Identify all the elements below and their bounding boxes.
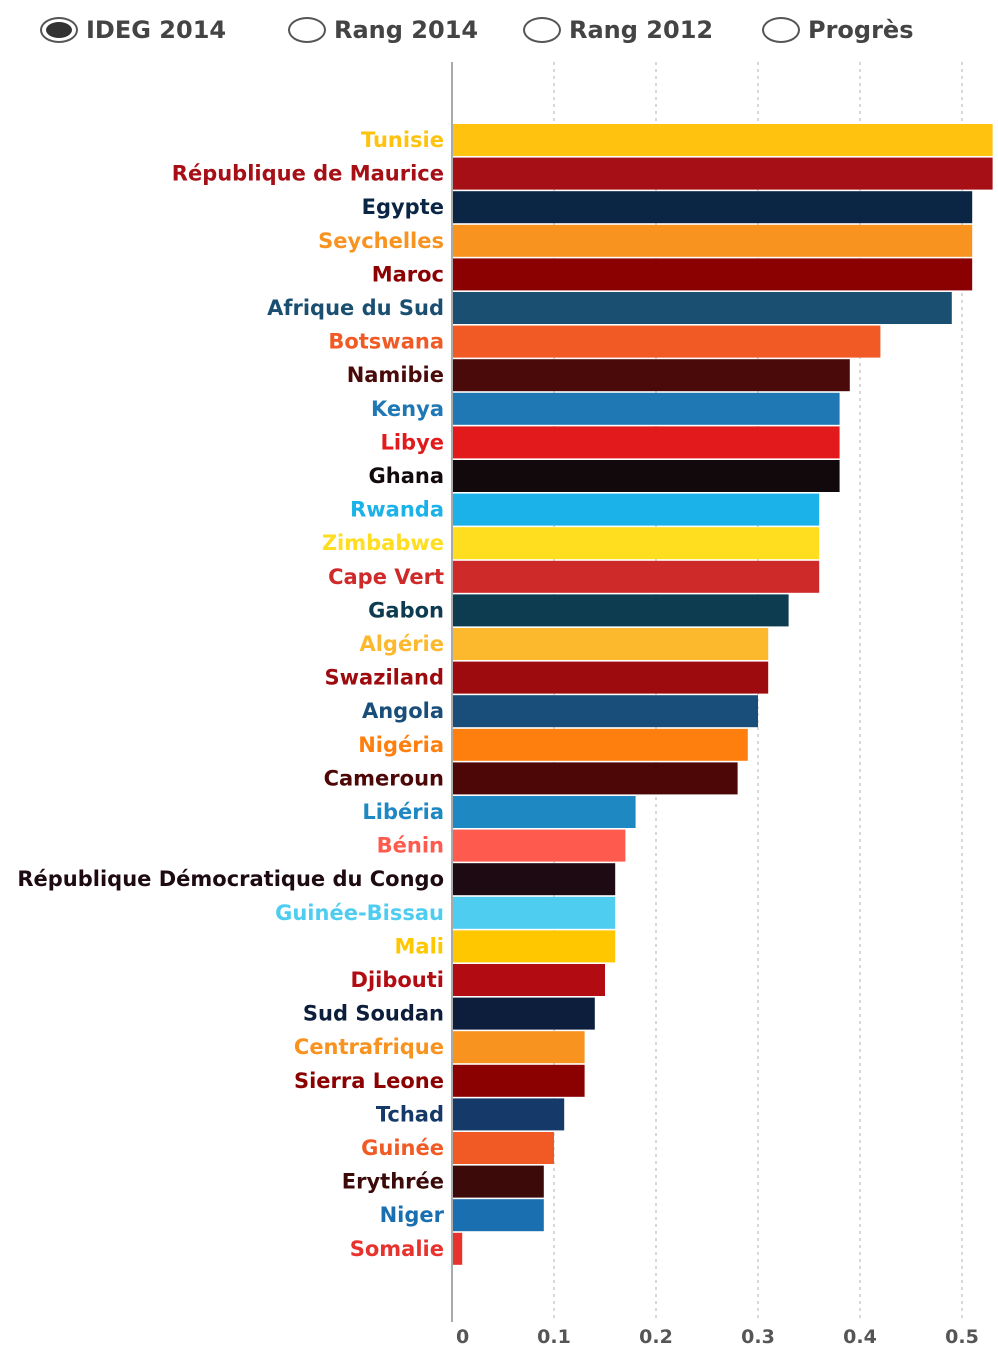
category-label: Cameroun <box>324 766 444 790</box>
category-label: Sierra Leone <box>294 1069 444 1093</box>
category-label: Centrafrique <box>294 1035 444 1059</box>
radio-label-rang-2014: Rang 2014 <box>334 16 479 44</box>
x-axis: 0 0.1 0.2 0.3 0.4 0.5 <box>451 62 979 1348</box>
category-labels: Tunisie République de Maurice Egypte Seyche… <box>17 128 444 1261</box>
bar[interactable] <box>452 258 973 291</box>
radio-rang-2014[interactable]: Rang 2014 <box>288 12 478 48</box>
category-label: Botswana <box>328 330 444 354</box>
category-label: Tunisie <box>361 128 444 152</box>
radio-rang-2012[interactable]: Rang 2012 <box>523 12 713 48</box>
category-label: Libye <box>380 430 444 454</box>
category-label: Nigéria <box>358 733 444 757</box>
bar[interactable] <box>452 224 973 257</box>
bar[interactable] <box>452 460 840 492</box>
category-label: Tchad <box>376 1102 444 1126</box>
x-tick-label: 0.2 <box>639 1326 673 1348</box>
category-label: Zimbabwe <box>322 531 444 555</box>
bar[interactable] <box>452 762 738 795</box>
category-label: Bénin <box>377 834 444 858</box>
bar[interactable] <box>452 863 616 896</box>
bars <box>452 124 993 1265</box>
category-label: Egypte <box>362 195 444 219</box>
category-label: Libéria <box>362 800 444 824</box>
x-tick-label: 0 <box>456 1326 469 1348</box>
radio-unselected-icon[interactable] <box>523 17 561 43</box>
category-label: République de Maurice <box>172 162 444 186</box>
x-tick-label: 0.4 <box>843 1326 877 1348</box>
x-tick-label: 0.3 <box>741 1326 775 1348</box>
category-label: Maroc <box>372 262 444 286</box>
category-label: Somalie <box>350 1237 444 1261</box>
category-label: Sud Soudan <box>303 1002 444 1026</box>
bar[interactable] <box>452 392 840 425</box>
radio-label-progres: Progrès <box>808 16 914 44</box>
radio-dot-icon <box>46 22 72 38</box>
category-label: Ghana <box>369 464 444 488</box>
category-label: Afrique du Sud <box>267 296 444 320</box>
bar[interactable] <box>452 1031 585 1064</box>
radio-selected-icon[interactable] <box>40 17 78 43</box>
category-label: Guinée <box>361 1136 444 1160</box>
bar[interactable] <box>452 695 758 728</box>
x-tick-label: 0.1 <box>537 1326 571 1348</box>
category-label: Seychelles <box>318 229 444 253</box>
bar[interactable] <box>452 191 973 224</box>
category-label: Kenya <box>371 397 444 421</box>
category-label: Djibouti <box>351 968 444 992</box>
category-label: Rwanda <box>350 498 444 522</box>
bar[interactable] <box>452 124 993 156</box>
bar[interactable] <box>452 594 789 627</box>
bar[interactable] <box>452 1098 565 1131</box>
bar[interactable] <box>452 964 605 996</box>
category-label: Angola <box>362 699 444 723</box>
bar[interactable] <box>452 493 820 526</box>
x-tick-label: 0.5 <box>945 1326 979 1348</box>
bar[interactable] <box>452 292 952 324</box>
category-label: Gabon <box>368 598 444 622</box>
bar[interactable] <box>452 728 748 761</box>
bar[interactable] <box>452 157 993 190</box>
radio-progres[interactable]: Progrès <box>762 12 914 48</box>
bar[interactable] <box>452 1132 554 1164</box>
bar[interactable] <box>452 426 840 459</box>
radio-label-rang-2012: Rang 2012 <box>569 16 714 44</box>
category-label: Namibie <box>347 363 444 387</box>
bar[interactable] <box>452 796 636 828</box>
category-label: Niger <box>380 1203 445 1227</box>
radio-unselected-icon[interactable] <box>288 17 326 43</box>
bar[interactable] <box>452 930 616 963</box>
bar[interactable] <box>452 661 769 694</box>
category-label: Swaziland <box>325 666 444 690</box>
bar[interactable] <box>452 1232 463 1265</box>
category-label: Mali <box>395 934 444 958</box>
bar[interactable] <box>452 628 769 660</box>
bar[interactable] <box>452 829 626 862</box>
bar[interactable] <box>452 1064 585 1097</box>
bar[interactable] <box>452 997 595 1030</box>
radio-unselected-icon[interactable] <box>762 17 800 43</box>
radio-ideg-2014[interactable]: IDEG 2014 <box>40 12 226 48</box>
bar[interactable] <box>452 1199 544 1232</box>
indicator-radio-group: IDEG 2014 Rang 2014 Rang 2012 Progrès <box>0 0 998 60</box>
bar[interactable] <box>452 560 820 593</box>
bar[interactable] <box>452 1165 544 1198</box>
category-label: Guinée-Bissau <box>275 901 444 925</box>
radio-label-ideg-2014: IDEG 2014 <box>86 16 227 44</box>
category-label: Erythrée <box>342 1170 444 1194</box>
bar[interactable] <box>452 325 881 358</box>
bar[interactable] <box>452 527 820 560</box>
bar[interactable] <box>452 896 616 929</box>
category-label: République Démocratique du Congo <box>17 867 444 891</box>
category-label: Algérie <box>359 632 444 656</box>
category-label: Cape Vert <box>328 565 444 589</box>
bar[interactable] <box>452 359 850 392</box>
